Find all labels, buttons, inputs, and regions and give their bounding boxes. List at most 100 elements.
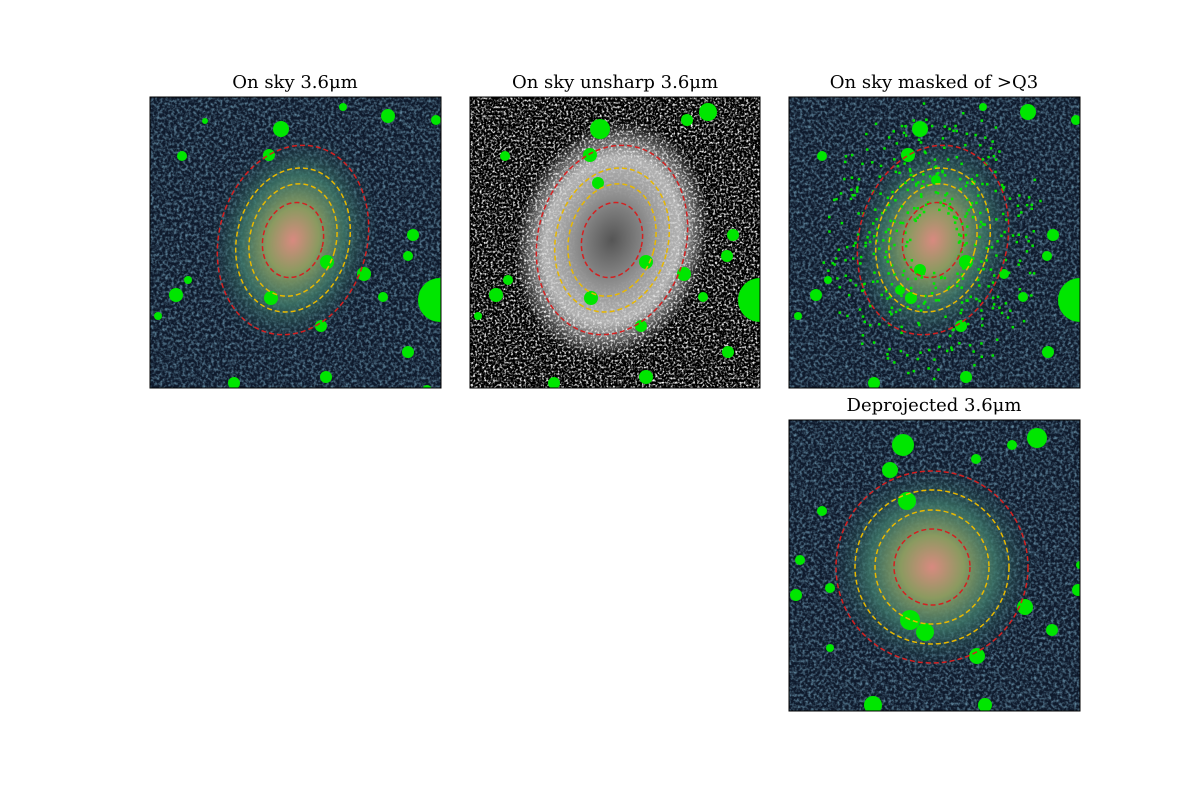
mask-pixel (995, 338, 999, 341)
mask-pixel (998, 306, 1001, 309)
mask-pixel (888, 247, 892, 250)
mask-blob (264, 291, 278, 305)
mask-pixel (914, 277, 917, 281)
mask-pixel (878, 323, 881, 326)
mask-blob (895, 285, 905, 295)
panel-title: On sky unsharp 3.6μm (512, 72, 718, 93)
mask-pixel (844, 160, 847, 164)
mask-pixel (996, 240, 999, 243)
mask-pixel (926, 184, 929, 187)
mask-pixel (994, 189, 997, 193)
mask-blob (677, 267, 691, 281)
mask-pixel (838, 311, 841, 314)
mask-pixel (987, 285, 990, 288)
mask-pixel (917, 181, 920, 184)
mask-pixel (924, 203, 928, 207)
mask-pixel (914, 184, 918, 187)
mask-pixel (1000, 234, 1003, 238)
mask-pixel (960, 301, 964, 304)
mask-pixel (948, 202, 952, 206)
mask-pixel (906, 354, 909, 357)
mask-pixel (995, 254, 998, 257)
mask-pixel (866, 148, 869, 151)
mask-pixel (944, 315, 947, 318)
mask-pixel (889, 219, 892, 223)
mask-pixel (900, 205, 903, 208)
isophote (234, 167, 352, 313)
mask-pixel (994, 126, 998, 129)
mask-pixel (935, 172, 938, 176)
mask-pixel (965, 299, 968, 302)
mask-pixel (975, 201, 978, 205)
mask-pixel (827, 269, 830, 272)
mask-blob (727, 229, 739, 241)
mask-blob (826, 644, 834, 652)
mask-pixel (902, 269, 906, 273)
mask-pixel (950, 346, 953, 349)
mask-pixel (984, 136, 987, 139)
mask-pixel (985, 246, 988, 250)
mask-pixel (909, 266, 913, 269)
mask-pixel (928, 175, 932, 178)
mask-pixel (875, 227, 879, 231)
panel-title: Deprojected 3.6μm (847, 395, 1022, 416)
mask-pixel (923, 300, 927, 304)
mask-pixel (960, 308, 963, 312)
mask-pixel (834, 257, 838, 260)
mask-pixel (953, 221, 957, 224)
mask-blob (639, 255, 653, 269)
mask-pixel (933, 158, 937, 161)
mask-pixel (886, 260, 889, 263)
mask-pixel (912, 119, 915, 122)
mask-blob (228, 377, 240, 388)
mask-pixel (879, 164, 883, 168)
mask-pixel (864, 241, 867, 245)
mask-pixel (978, 235, 981, 239)
mask-pixel (965, 212, 969, 215)
mask-pixel (1003, 230, 1006, 234)
mask-pixel (918, 214, 922, 217)
mask-pixel (979, 211, 982, 215)
mask-pixel (948, 334, 952, 338)
mask-pixel (910, 259, 914, 262)
mask-pixel (968, 344, 972, 347)
mask-blob (407, 229, 419, 241)
mask-blob (971, 454, 981, 464)
mask-pixel (887, 272, 890, 275)
mask-pixel (977, 268, 980, 271)
mask-pixel (1030, 203, 1033, 207)
mask-pixel (996, 295, 1000, 299)
mask-pixel (1025, 203, 1029, 207)
mask-pixel (832, 198, 836, 202)
mask-pixel (919, 351, 922, 354)
mask-pixel (888, 347, 891, 351)
mask-pixel (906, 306, 909, 309)
mask-blob (1047, 229, 1059, 241)
mask-pixel (1001, 188, 1005, 191)
mask-pixel (828, 215, 831, 219)
mask-pixel (930, 124, 934, 128)
mask-pixel (943, 199, 946, 202)
mask-pixel (893, 243, 896, 247)
mask-pixel (932, 377, 936, 381)
mask-blob (824, 276, 832, 284)
mask-blob (698, 292, 708, 302)
mask-pixel (843, 177, 846, 181)
mask-pixel (886, 297, 889, 300)
mask-pixel (942, 204, 945, 207)
mask-pixel (919, 141, 923, 144)
mask-pixel (944, 194, 947, 197)
mask-blob (1007, 440, 1017, 450)
mask-pixel (831, 262, 834, 265)
isophote (893, 528, 971, 606)
mask-pixel (899, 221, 902, 225)
mask-pixel (888, 310, 892, 314)
mask-pixel (922, 302, 926, 305)
mask-pixel (890, 306, 894, 309)
isophote (567, 183, 657, 297)
mask-pixel (952, 129, 955, 132)
mask-pixel (980, 119, 984, 122)
isophote (535, 144, 689, 336)
mask-pixel (909, 238, 912, 242)
mask-pixel (851, 193, 855, 197)
